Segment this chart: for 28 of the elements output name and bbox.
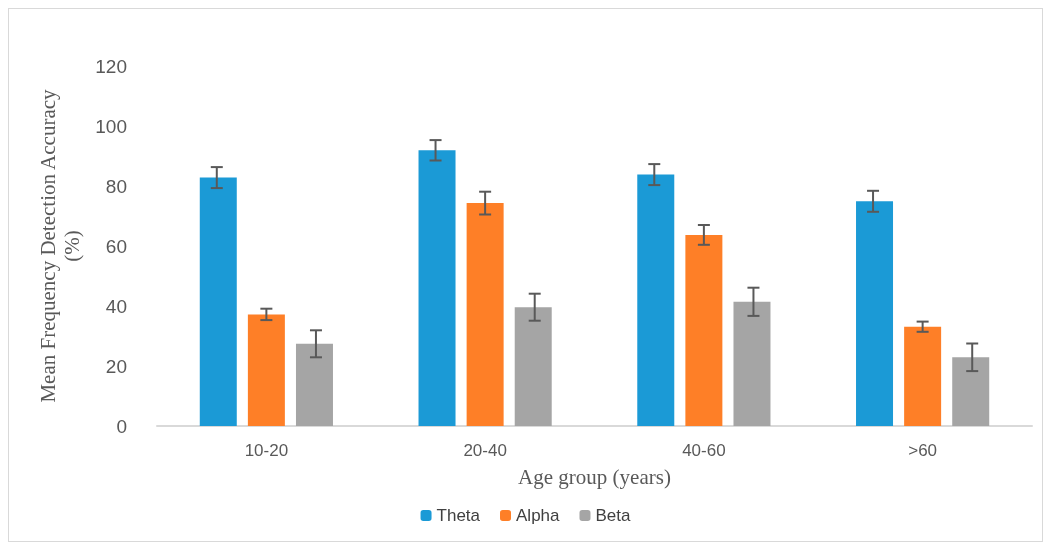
bar xyxy=(418,150,456,426)
bar xyxy=(247,314,285,426)
bar xyxy=(904,326,942,426)
bar xyxy=(733,301,771,426)
bar xyxy=(856,201,894,426)
bar xyxy=(637,174,675,426)
y-tick-label: 120 xyxy=(95,55,127,77)
x-axis-title: Age group (years) xyxy=(518,464,671,489)
y-tick-label: 40 xyxy=(105,295,127,317)
legend-label: Theta xyxy=(436,506,481,525)
bar xyxy=(952,357,990,426)
bar xyxy=(466,203,504,426)
x-tick-label: >60 xyxy=(908,441,938,460)
x-tick-label: 20-40 xyxy=(463,441,507,460)
y-tick-label: 60 xyxy=(105,235,127,257)
x-tick-label: 10-20 xyxy=(244,441,289,460)
bar xyxy=(295,343,333,426)
y-axis-title: Mean Frequency Detection Accuracy (%) xyxy=(36,88,85,403)
bar xyxy=(514,307,552,426)
bar xyxy=(199,177,237,426)
legend-label: Beta xyxy=(595,506,632,525)
y-tick-label: 0 xyxy=(116,415,127,437)
y-tick-label: 20 xyxy=(105,355,127,377)
bar xyxy=(685,234,723,426)
y-tick-label: 80 xyxy=(105,175,127,197)
x-tick-label: 40-60 xyxy=(682,441,726,460)
legend-label: Alpha xyxy=(516,506,561,525)
y-tick-label: 100 xyxy=(95,115,127,137)
